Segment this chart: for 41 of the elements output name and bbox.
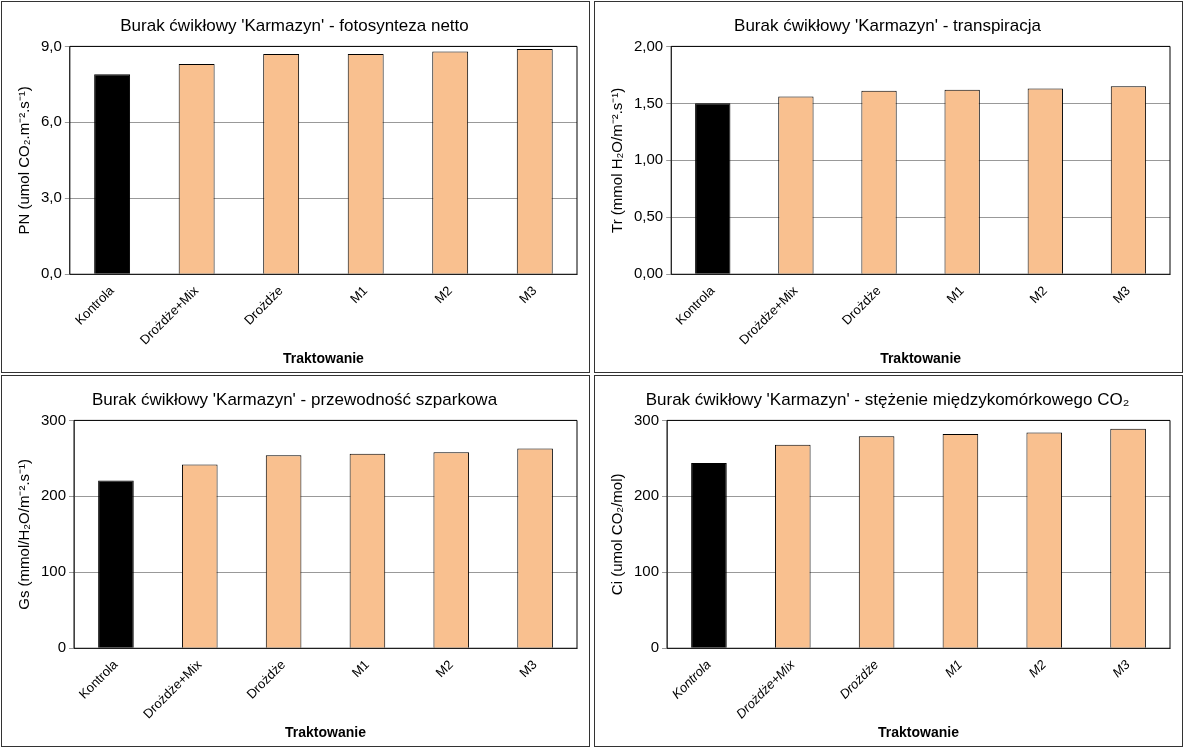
y-tick-label: 200 [41,486,67,504]
y-tick-label: 6,0 [40,112,62,130]
x-axis-title: Traktowanie [878,724,960,741]
y-tick-label: 9,0 [40,36,62,54]
chart-title: Burak ćwikłowy 'Karmazyn' - fotosynteza netto [120,15,469,35]
x-tick-label: M1 [941,656,966,681]
x-axis-title: Traktowanie [285,724,367,741]
y-tick-label: 2,00 [633,36,664,54]
x-tick-label: M2 [1026,282,1050,307]
y-tick-label: 1,00 [633,150,664,168]
x-tick-label: M1 [348,656,373,681]
y-tick-label: 3,0 [40,188,62,206]
x-axis-title: Traktowanie [880,350,962,367]
y-axis-title: Ci (umol CO₂/mol) [608,473,626,596]
y-axis-title: Gs (mmol/H₂O/m⁻².s⁻¹) [15,458,33,610]
chart-title: Burak ćwikłowy 'Karmazyn' - stężenie międzykomórkowego CO₂ [645,389,1130,409]
y-tick-label: 0,00 [633,264,664,282]
y-tick-label: 0 [650,638,660,656]
x-tick-label: M3 [516,282,540,307]
y-tick-label: 0,50 [633,207,664,225]
y-tick-label: 0 [57,638,67,656]
chart-title: Burak ćwikłowy 'Karmazyn' - transpiracja [734,15,1042,35]
x-tick-label: M3 [1109,282,1134,307]
y-tick-label: 0,0 [40,264,62,282]
y-axis-title: Tr (mmol H₂O/m⁻².s⁻¹) [608,87,626,233]
chart-title: Burak ćwikłowy 'Karmazyn' - przewodność szparkowa [91,389,498,409]
x-tick-label: M3 [516,656,540,681]
x-tick-label: M1 [346,282,371,307]
y-tick-label: 300 [634,410,660,428]
y-tick-label: 1,50 [633,93,664,111]
x-tick-label: M2 [1025,656,1050,681]
x-axis-title: Traktowanie [282,350,365,367]
x-tick-label: M2 [431,282,455,307]
y-tick-label: 100 [634,562,660,580]
y-axis-title: PN (umol CO₂.m⁻².s⁻¹) [15,86,33,235]
y-tick-label: 200 [634,486,660,504]
x-tick-label: M3 [1109,656,1134,681]
y-tick-label: 100 [41,562,67,580]
x-tick-label: M2 [432,656,456,681]
x-tick-label: M1 [943,282,967,307]
y-tick-label: 300 [41,410,67,428]
